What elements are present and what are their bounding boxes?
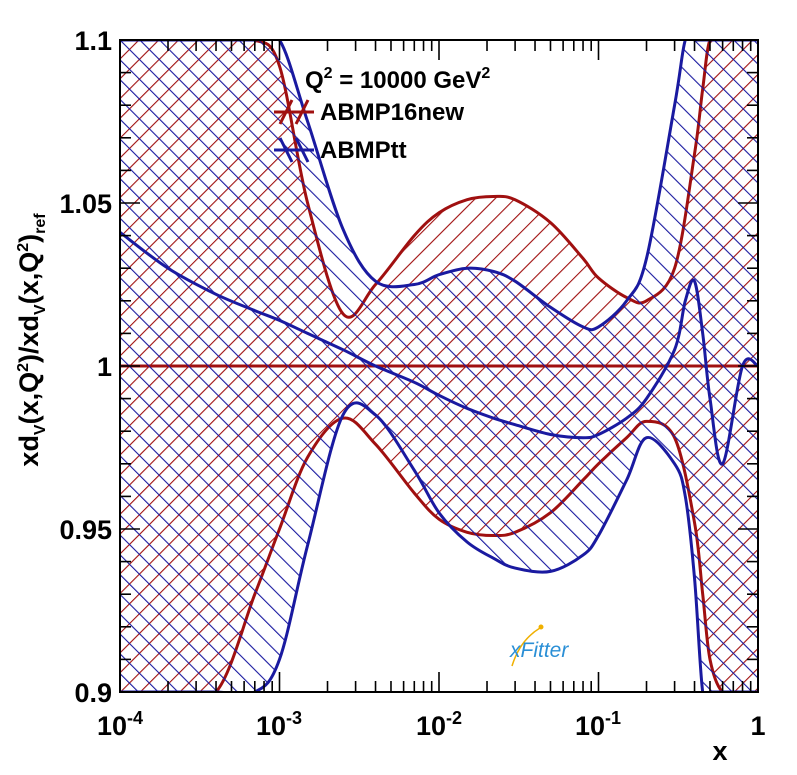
legend-label-abmptt: ABMPtt [320, 137, 407, 164]
legend-swatch-abmp16new [274, 99, 314, 125]
x-axis-title: x [712, 736, 727, 766]
legend: ABMP16new ABMPtt [274, 99, 464, 164]
legend-label-abmp16new: ABMP16new [320, 99, 464, 126]
y-tick-label-1: 0.95 [59, 515, 112, 545]
series-bands [120, 40, 758, 692]
q2-annotation: Q2 = 10000 GeV2 [305, 65, 490, 94]
xfitter-logo-text: xFitter [509, 639, 569, 662]
plot-frame [119, 39, 759, 693]
y-tick-label-0: 0.9 [74, 678, 112, 708]
legend-swatch-abmptt [274, 137, 314, 163]
x-tick-label-3: 10-1 [575, 708, 621, 741]
x-tick-label-2: 10-2 [416, 708, 462, 741]
central-line-abmptt [120, 231, 758, 466]
x-tick-label-4: 1 [750, 711, 765, 741]
band-upper-line-abmptt [120, 40, 758, 332]
xfitter-logo: xFitter [509, 624, 569, 667]
y-tick-label-3: 1.05 [59, 189, 112, 219]
band-lower-line-abmptt [120, 401, 758, 692]
x-tick-label-0: 10-4 [97, 708, 143, 741]
y-tick-label-4: 1.1 [74, 26, 112, 56]
x-tick-label-1: 10-3 [256, 708, 302, 741]
band-abmptt [120, 40, 758, 692]
y-axis-title: xdV(x,Q2)/xdV(x,Q2)ref [14, 213, 49, 467]
y-tick-label-2: 1 [97, 352, 112, 382]
